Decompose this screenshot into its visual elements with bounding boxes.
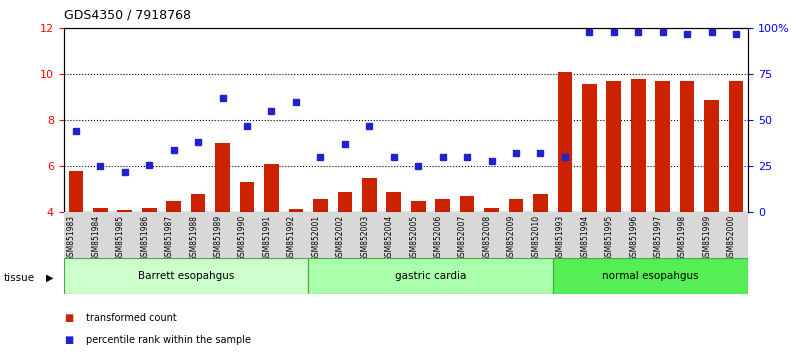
Text: GSM851995: GSM851995 — [605, 215, 614, 261]
Bar — [142, 208, 157, 212]
Bar — [680, 81, 694, 212]
Bar — [210, 212, 235, 258]
Bar — [88, 212, 112, 258]
Text: GSM851998: GSM851998 — [678, 215, 687, 261]
Bar — [607, 81, 621, 212]
Text: GSM851984: GSM851984 — [92, 215, 100, 261]
Text: GSM852007: GSM852007 — [458, 215, 467, 261]
Bar — [655, 81, 670, 212]
Bar — [552, 258, 748, 294]
Bar — [333, 212, 357, 258]
Text: GSM851985: GSM851985 — [115, 215, 125, 261]
Bar — [112, 212, 137, 258]
Text: GSM851987: GSM851987 — [165, 215, 174, 261]
Bar — [509, 199, 523, 212]
Bar — [411, 201, 426, 212]
Bar — [137, 212, 162, 258]
Bar — [118, 210, 132, 212]
Bar — [529, 212, 552, 258]
Text: GSM852001: GSM852001 — [311, 215, 320, 261]
Text: percentile rank within the sample: percentile rank within the sample — [86, 335, 251, 344]
Text: GSM851999: GSM851999 — [703, 215, 712, 261]
Text: GSM852005: GSM852005 — [409, 215, 418, 261]
Text: GSM851983: GSM851983 — [67, 215, 76, 261]
Bar — [700, 212, 724, 258]
Bar — [479, 212, 504, 258]
Bar — [357, 212, 381, 258]
Text: tissue: tissue — [4, 273, 35, 283]
Bar — [235, 212, 259, 258]
Text: GSM852008: GSM852008 — [482, 215, 492, 261]
Bar — [313, 199, 328, 212]
Text: GSM851988: GSM851988 — [189, 215, 198, 261]
Bar — [650, 212, 675, 258]
Bar — [724, 212, 748, 258]
Bar — [602, 212, 626, 258]
Bar — [631, 79, 646, 212]
Text: GSM852006: GSM852006 — [434, 215, 443, 261]
Text: GSM852009: GSM852009 — [507, 215, 516, 261]
Bar — [381, 212, 406, 258]
Bar — [68, 171, 84, 212]
Text: GSM852003: GSM852003 — [361, 215, 369, 261]
Text: gastric cardia: gastric cardia — [395, 271, 466, 281]
Text: ▶: ▶ — [46, 273, 53, 283]
Bar — [552, 212, 577, 258]
Text: GSM852010: GSM852010 — [532, 215, 540, 261]
Bar — [338, 192, 352, 212]
Bar — [626, 212, 650, 258]
Text: GSM851991: GSM851991 — [263, 215, 271, 261]
Bar — [533, 194, 548, 212]
Bar — [308, 212, 333, 258]
Bar — [289, 209, 303, 212]
Bar — [582, 84, 597, 212]
Text: GSM851992: GSM851992 — [287, 215, 296, 261]
Text: GSM852000: GSM852000 — [727, 215, 736, 261]
Text: transformed count: transformed count — [86, 313, 177, 323]
Text: GDS4350 / 7918768: GDS4350 / 7918768 — [64, 9, 191, 22]
Bar — [557, 72, 572, 212]
Text: ■: ■ — [64, 313, 73, 323]
Bar — [728, 81, 743, 212]
Bar — [166, 201, 181, 212]
Bar — [240, 183, 255, 212]
Text: GSM851993: GSM851993 — [556, 215, 565, 261]
Bar — [504, 212, 529, 258]
Text: GSM852004: GSM852004 — [384, 215, 394, 261]
Bar — [283, 212, 308, 258]
Bar — [162, 212, 186, 258]
Text: ■: ■ — [64, 335, 73, 344]
Bar — [386, 192, 401, 212]
Bar — [484, 208, 499, 212]
Text: GSM851997: GSM851997 — [654, 215, 663, 261]
Bar — [704, 100, 719, 212]
Text: GSM851986: GSM851986 — [140, 215, 150, 261]
Bar — [460, 196, 474, 212]
Bar — [93, 208, 107, 212]
Text: normal esopahgus: normal esopahgus — [602, 271, 699, 281]
Text: GSM851994: GSM851994 — [580, 215, 589, 261]
Text: GSM851990: GSM851990 — [238, 215, 247, 261]
Bar — [186, 212, 210, 258]
Bar — [191, 194, 205, 212]
Bar — [431, 212, 455, 258]
Bar — [215, 143, 230, 212]
Text: GSM851996: GSM851996 — [629, 215, 638, 261]
Bar — [362, 178, 377, 212]
Bar — [675, 212, 700, 258]
Bar — [264, 164, 279, 212]
Bar — [455, 212, 479, 258]
Bar — [435, 199, 450, 212]
Bar — [308, 258, 552, 294]
Text: Barrett esopahgus: Barrett esopahgus — [138, 271, 234, 281]
Bar — [406, 212, 431, 258]
Bar — [259, 212, 283, 258]
Bar — [577, 212, 602, 258]
Text: GSM852002: GSM852002 — [336, 215, 345, 261]
Text: GSM851989: GSM851989 — [213, 215, 223, 261]
Bar — [64, 258, 308, 294]
Bar — [64, 212, 88, 258]
